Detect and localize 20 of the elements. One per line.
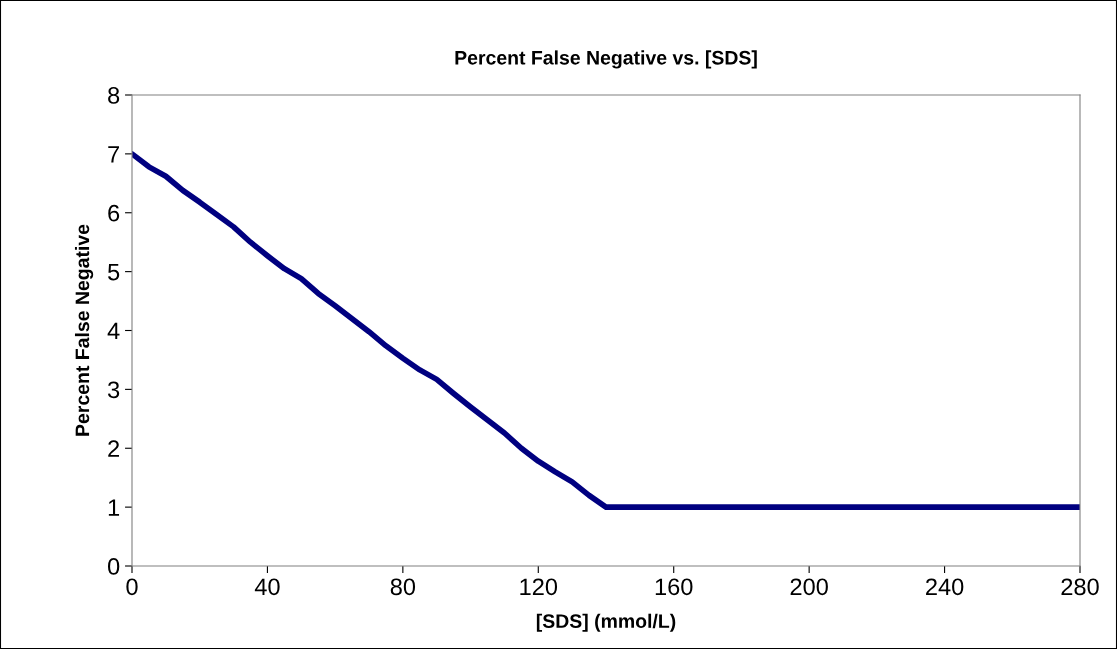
x-tick-label: 120 <box>520 578 558 596</box>
y-tick-label: 2 <box>108 440 120 457</box>
y-tick-label: 8 <box>108 87 120 104</box>
y-axis-title: Percent False Negative <box>74 224 94 436</box>
y-tick-label: 7 <box>108 146 120 163</box>
y-tick-label: 6 <box>108 204 120 222</box>
x-tick-label: 240 <box>926 578 964 596</box>
y-tick-label: 1 <box>108 499 120 516</box>
y-tick-label: 0 <box>107 558 120 575</box>
x-tick-label: 160 <box>655 578 693 596</box>
x-tick-label: 0 <box>126 578 138 596</box>
y-tick-label: 3 <box>107 381 120 399</box>
y-tick-label: 5 <box>108 263 120 281</box>
x-tick-label: 200 <box>790 578 828 596</box>
x-tick-label: 80 <box>390 578 416 596</box>
x-tick-label: 280 <box>1061 578 1099 596</box>
x-tick-label: 40 <box>254 578 280 596</box>
chart-title: Percent False Negative vs. [SDS] <box>455 50 757 69</box>
x-axis-title: [SDS] (mmol/L) <box>536 613 676 632</box>
y-tick-label: 4 <box>107 322 120 340</box>
